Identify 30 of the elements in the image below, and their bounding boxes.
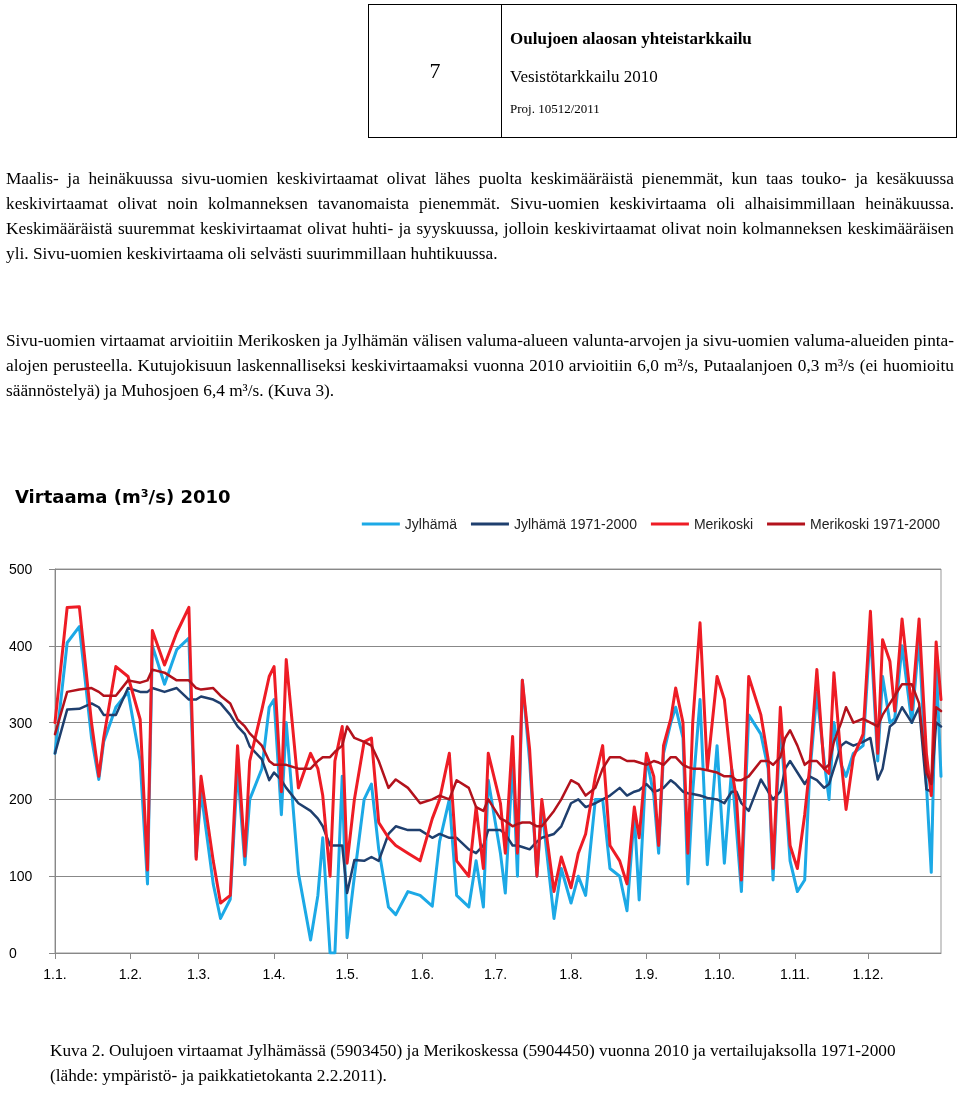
text: Proj. 10512/2011 [510, 101, 601, 117]
x-tick-label: 1.7. [483, 966, 508, 982]
legend-label: Merikoski [693, 516, 754, 532]
chart-title: Virtaama (m³/s) 2010 [15, 485, 231, 507]
y-tick-label: 100 [9, 868, 33, 885]
y-tick-label: 500 [9, 561, 33, 577]
x-tick-label: 1.5. [335, 966, 359, 982]
x-tick-label: 1.8. [559, 966, 583, 982]
x-tick-label: 1.3. [186, 966, 211, 982]
y-tick-label: 0 [9, 945, 17, 961]
x-tick-label: 1.9. [634, 966, 659, 982]
x-tick-label: 1.2. [118, 966, 143, 982]
text: Sivu-uomien virtaamat arvioitiin Merikosken ja Jylhämän välisen valuma-alueen valunta-arvojen ja sivu-uomien valuma-alueiden pinta-alojen perusteella. Kutujokisuun laskennalliseksi keskivirtaamaksi vuonna 2010 arvioitiin 6,0 m³/s, Putaalanjoen 0,3 m³/s (ei huomioitu säännöstelyä) ja Muhosjoen 6,4 m³/s. (Kuva 3). [6, 330, 954, 402]
text: 7 [429, 58, 441, 84]
legend-label: Merikoski 1971-2000 [810, 516, 941, 532]
text: Kuva 2. Oulujoen virtaamat Jylhämässä (5903450) ja Merikoskessa (5904450) vuonna 2010 ja vertailujaksolla 1971-2000 (lähde: ympäristö- ja paikkatietokanta 2.2.2011). [50, 1040, 897, 1087]
text: Vesistötarkkailu 2010 [510, 67, 659, 87]
legend-label: Jylhämä 1971-2000 [513, 516, 638, 532]
y-tick-label: 400 [9, 637, 33, 654]
text: Maalis- ja heinäkuussa sivu-uomien keskivirtaamat olivat lähes puolta keskimääräistä pienemmät, kun taas touko- ja kesäkuussa keskivirtaamat olivat noin kolmanneksen tavanomaista pienemmät. Sivu-uomien keskivirtaama oli alhaisimmillaan heinäkuussa. Keskimääräistä suuremmat keskivirtaamat olivat huhti- ja syyskuussa, jolloin keskivirtaamat olivat noin kolmanneksen keskimääräisen yli. Sivu-uomien keskivirtaama oli selvästi suurimmillaan huhtikuussa. [6, 168, 954, 265]
x-tick-label: 1.6. [410, 966, 435, 982]
x-tick-label: 1.12. [852, 966, 884, 982]
text: Oulujoen alaosan yhteistarkkailu [510, 29, 753, 49]
legend-label: Jylhämä [404, 516, 458, 532]
x-tick-label: 1.4. [262, 966, 286, 982]
x-tick-label: 1.10. [703, 966, 736, 982]
y-tick-label: 200 [9, 791, 33, 808]
x-tick-label: 1.1. [43, 966, 67, 982]
y-tick-label: 300 [9, 714, 33, 731]
x-tick-label: 1.11. [779, 966, 811, 982]
